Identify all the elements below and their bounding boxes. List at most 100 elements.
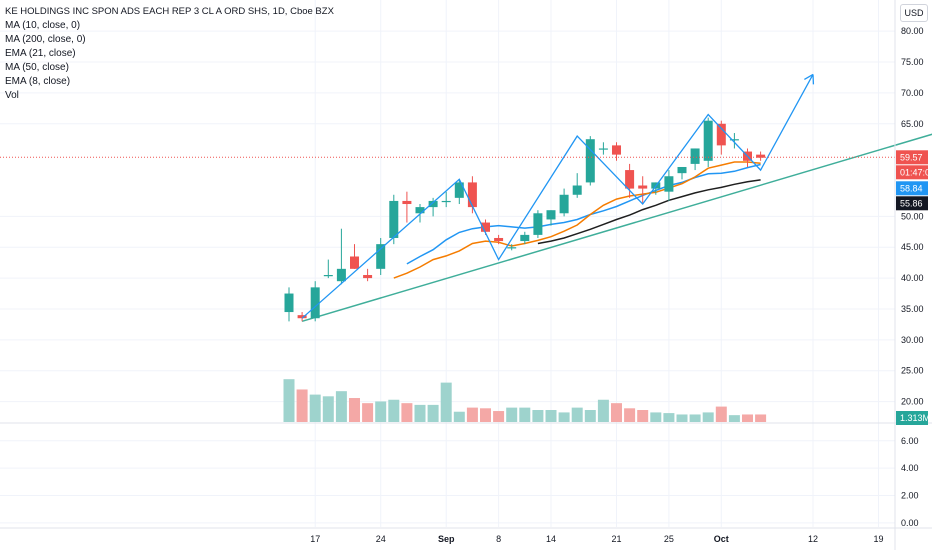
indicator-lines xyxy=(393,161,761,279)
volume-bar xyxy=(742,414,753,422)
time-tick-label: 14 xyxy=(546,534,556,544)
candle-body xyxy=(323,275,333,277)
candle xyxy=(507,244,517,251)
candle xyxy=(454,179,464,205)
indicator-ma50[interactable]: MA (50, close) xyxy=(5,62,69,73)
indicator-ema21[interactable]: EMA (21, close) xyxy=(5,48,76,59)
volume-bar xyxy=(414,404,426,422)
candle xyxy=(520,231,530,245)
price-tick-label: 45.00 xyxy=(901,242,924,252)
volume-bars xyxy=(283,379,767,422)
volume-bar xyxy=(637,410,649,422)
candle xyxy=(598,142,608,155)
candle-body xyxy=(467,182,477,208)
ascending-trendline xyxy=(301,133,932,323)
symbol-title[interactable]: KE HOLDINGS INC SPON ADS EACH REP 3 CL A… xyxy=(5,6,334,17)
candle-body xyxy=(585,139,595,183)
currency-button[interactable]: USD xyxy=(900,4,928,22)
volume-bar xyxy=(401,403,413,422)
candle xyxy=(284,287,294,322)
indicator-ema8[interactable]: EMA (8, close) xyxy=(5,76,71,87)
volume-bar xyxy=(322,396,334,422)
candle xyxy=(690,148,700,171)
ma-blue-tag: 58.84 xyxy=(896,181,928,196)
candle xyxy=(363,268,373,282)
candle xyxy=(625,163,635,198)
indicator-ma10[interactable]: MA (10, close, 0) xyxy=(5,20,81,31)
volume-bar xyxy=(571,407,583,422)
ma-black-tag: 55.86 xyxy=(896,196,928,211)
ma-black-tag-bg xyxy=(896,196,928,211)
price-tick-label: 50.00 xyxy=(901,211,924,221)
candle-body xyxy=(756,154,766,158)
candle xyxy=(729,133,739,149)
volume-bar xyxy=(584,410,596,422)
candle-body xyxy=(402,200,412,205)
candle xyxy=(389,194,399,245)
candle xyxy=(716,120,726,155)
candle xyxy=(323,259,333,279)
candle xyxy=(494,234,504,245)
current-price-tag-bg xyxy=(896,150,928,165)
lower-tick-label: 6.00 xyxy=(901,436,919,446)
candle-body xyxy=(572,185,582,195)
time-tick-label: 19 xyxy=(873,534,883,544)
candle-body xyxy=(598,148,608,150)
price-tick-label: 40.00 xyxy=(901,273,924,283)
candle-body xyxy=(625,170,635,189)
time-tick-label: 21 xyxy=(611,534,621,544)
candle xyxy=(467,176,477,214)
volume-bar xyxy=(755,414,767,422)
candle xyxy=(703,117,713,167)
volume-bar xyxy=(597,399,609,422)
candle xyxy=(572,173,582,198)
time-tick-label: 17 xyxy=(310,534,320,544)
volume-bar xyxy=(362,403,374,422)
indicator-volume[interactable]: Vol xyxy=(5,90,19,101)
trendline xyxy=(301,133,932,323)
time-tick-label: 25 xyxy=(664,534,674,544)
volume-bar xyxy=(335,391,347,422)
legend: KE HOLDINGS INC SPON ADS EACH REP 3 CL A… xyxy=(5,5,334,103)
candle-body xyxy=(376,244,386,269)
volume-bar xyxy=(453,411,465,422)
time-tick-label: 12 xyxy=(808,534,818,544)
volume-bar xyxy=(519,407,531,422)
candle-body xyxy=(481,222,490,232)
candle-body xyxy=(729,139,739,141)
candle-body xyxy=(297,315,307,319)
volume-bar xyxy=(506,407,518,422)
candle xyxy=(350,244,359,269)
candle xyxy=(546,210,556,226)
candle-body xyxy=(336,268,346,282)
ma-blue-tag-bg xyxy=(896,181,928,196)
countdown-tag-text: 01:47:09 xyxy=(900,167,932,177)
volume-bar xyxy=(309,394,321,422)
candle xyxy=(402,191,412,223)
lower-tick-label: 4.00 xyxy=(901,463,919,473)
candle xyxy=(612,142,621,161)
candle-body xyxy=(363,275,373,279)
candles xyxy=(284,117,766,322)
ema-orange-line xyxy=(393,161,761,279)
price-tick-label: 35.00 xyxy=(901,304,924,314)
volume-bar xyxy=(676,414,688,422)
zigzag-drawing xyxy=(301,73,815,319)
ma-blue-tag-text: 58.84 xyxy=(900,183,923,193)
candle-body xyxy=(441,200,451,203)
candle-body xyxy=(559,194,569,214)
price-tags: 59.57 01:47:09 58.84 55.86 1.313M xyxy=(896,150,932,425)
candle xyxy=(664,170,674,201)
price-tick-label: 20.00 xyxy=(901,397,924,407)
candle-body xyxy=(533,213,543,235)
ma-black-tag-text: 55.86 xyxy=(900,198,923,208)
volume-tag-bg xyxy=(896,411,928,425)
countdown-tag-bg xyxy=(896,165,928,180)
volume-bar xyxy=(532,410,544,422)
countdown-tag: 01:47:09 xyxy=(896,165,932,180)
indicator-ma200[interactable]: MA (200, close, 0) xyxy=(5,34,86,45)
candle xyxy=(533,210,543,238)
volume-bar xyxy=(283,379,295,422)
